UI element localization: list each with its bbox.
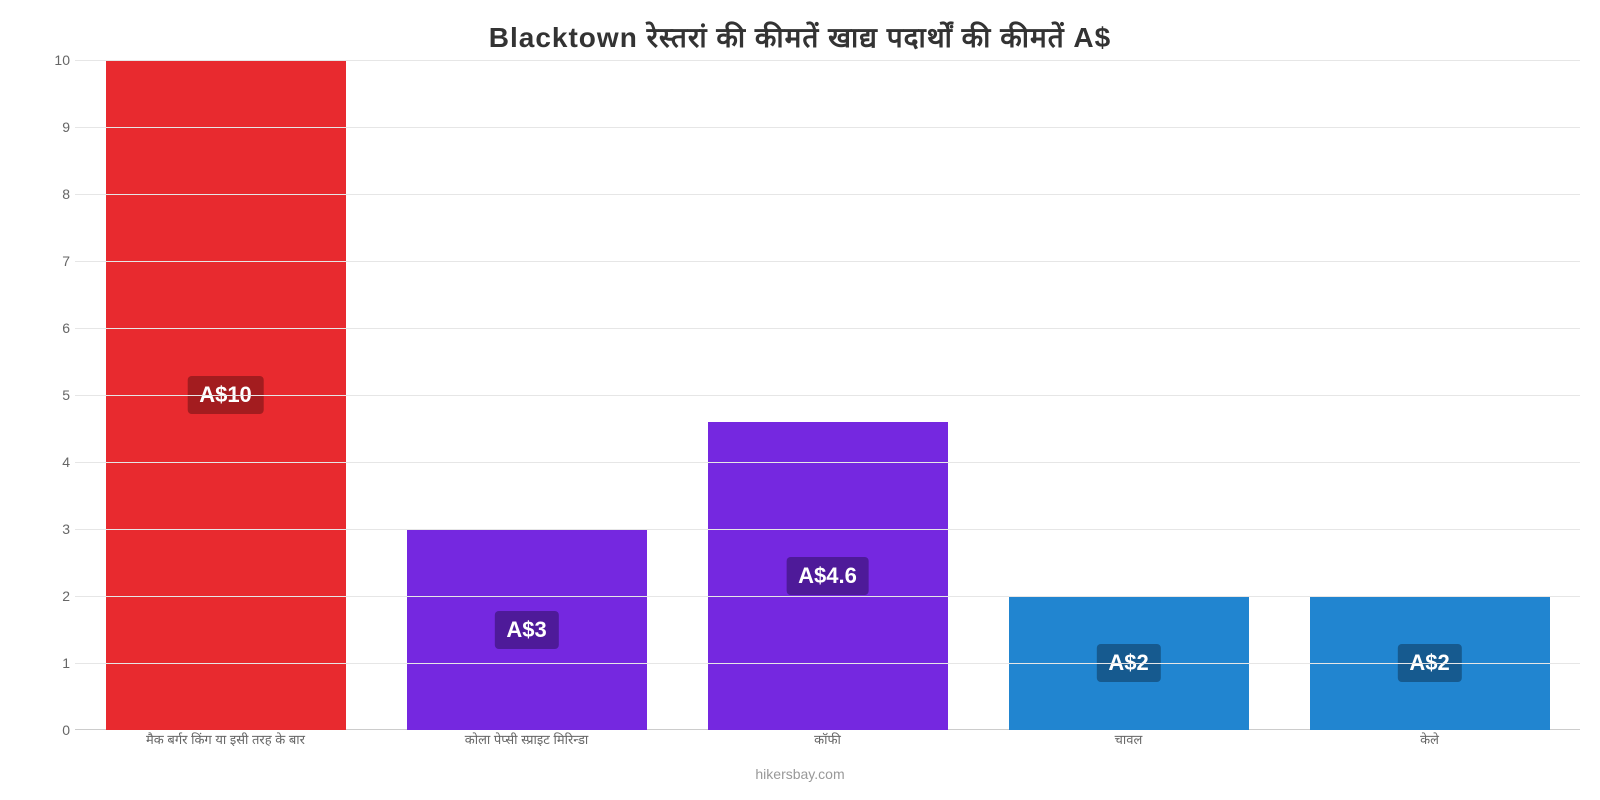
bar-value-label: A$4.6	[786, 557, 869, 595]
bar: A$4.6	[708, 422, 948, 730]
y-axis: 012345678910	[40, 60, 70, 730]
x-category-label: मैक बर्गर किंग या इसी तरह के बार	[75, 730, 376, 748]
y-tick: 3	[40, 521, 70, 537]
grid-line	[75, 596, 1580, 597]
grid-line	[75, 663, 1580, 664]
grid-line	[75, 328, 1580, 329]
y-tick: 6	[40, 320, 70, 336]
plot-area: 012345678910 A$10A$3A$4.6A$2A$2	[40, 60, 1580, 730]
y-tick: 2	[40, 588, 70, 604]
x-category-label: कोला पेप्सी स्प्राइट मिरिन्डा	[376, 730, 677, 748]
bar: A$3	[407, 529, 647, 730]
chart-container: Blacktown रेस्तरां की कीमतें खाद्य पदार्…	[0, 0, 1600, 800]
bar-value-label: A$3	[494, 611, 558, 649]
y-tick: 1	[40, 655, 70, 671]
y-tick: 8	[40, 186, 70, 202]
x-axis-labels: मैक बर्गर किंग या इसी तरह के बारकोला पेप…	[75, 730, 1580, 748]
y-tick: 4	[40, 454, 70, 470]
grid-line	[75, 529, 1580, 530]
x-category-label: चावल	[978, 730, 1279, 748]
grid-line	[75, 127, 1580, 128]
chart-footer: hikersbay.com	[0, 766, 1600, 782]
grid-line	[75, 395, 1580, 396]
x-category-label: कॉफी	[677, 730, 978, 748]
x-category-label: केले	[1279, 730, 1580, 748]
y-tick: 0	[40, 722, 70, 738]
grid-line	[75, 462, 1580, 463]
grid-line	[75, 194, 1580, 195]
chart-title: Blacktown रेस्तरां की कीमतें खाद्य पदार्…	[0, 18, 1600, 56]
y-tick: 10	[40, 52, 70, 68]
grid-line	[75, 60, 1580, 61]
y-tick: 9	[40, 119, 70, 135]
grid-line	[75, 261, 1580, 262]
y-tick: 7	[40, 253, 70, 269]
y-tick: 5	[40, 387, 70, 403]
